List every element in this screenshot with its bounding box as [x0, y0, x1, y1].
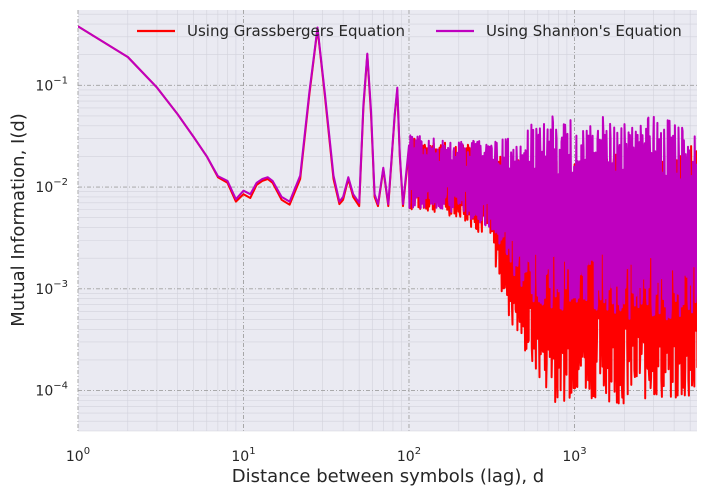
y-tick-label: 10−1 [35, 75, 68, 94]
x-tick-label: 101 [231, 446, 255, 465]
x-tick-label: 103 [562, 446, 586, 465]
x-axis-label: Distance between symbols (lag), d [232, 466, 544, 487]
y-tick-label: 10−4 [35, 381, 68, 400]
series-layer [78, 25, 697, 405]
x-tick-label: 100 [66, 446, 90, 465]
tick-labels: 100 101 102 103 10−4 10−3 10−2 10−1 [35, 75, 586, 465]
series-line-1 [78, 25, 697, 321]
y-tick-label: 10−2 [35, 177, 68, 196]
legend-label: Using Shannon's Equation [486, 22, 682, 40]
y-tick-label: 10−3 [35, 279, 68, 298]
legend-label: Using Grassbergers Equation [187, 22, 405, 40]
x-tick-label: 102 [397, 446, 421, 465]
legend: Using Grassbergers Equation Using Shannon… [137, 22, 682, 40]
y-axis-label: Mutual Information, I(d) [8, 113, 29, 327]
